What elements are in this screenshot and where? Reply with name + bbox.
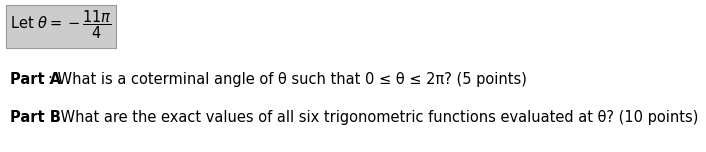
Text: Part A: Part A xyxy=(10,72,61,87)
FancyBboxPatch shape xyxy=(6,5,116,48)
Text: : What are the exact values of all six trigonometric functions evaluated at θ? (: : What are the exact values of all six t… xyxy=(51,110,698,125)
Text: : What is a coterminal angle of θ such that 0 ≤ θ ≤ 2π? (5 points): : What is a coterminal angle of θ such t… xyxy=(48,72,527,87)
Text: Part B: Part B xyxy=(10,110,61,125)
Text: Let $\theta = -\dfrac{11\pi}{4}$: Let $\theta = -\dfrac{11\pi}{4}$ xyxy=(10,8,112,41)
